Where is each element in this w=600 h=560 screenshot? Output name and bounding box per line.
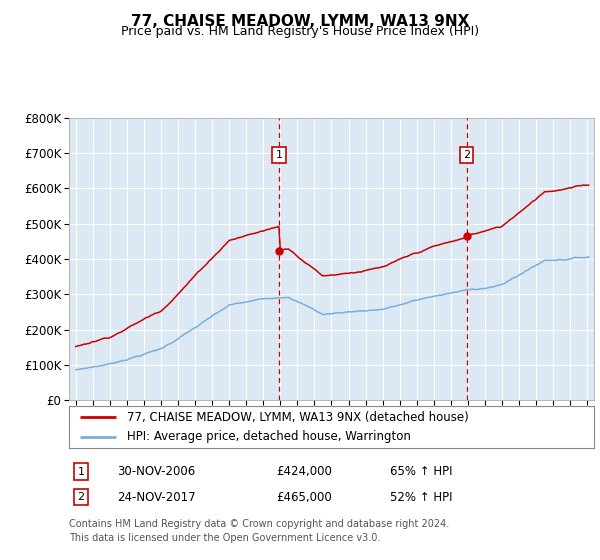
Text: Price paid vs. HM Land Registry's House Price Index (HPI): Price paid vs. HM Land Registry's House … bbox=[121, 25, 479, 38]
Text: 52% ↑ HPI: 52% ↑ HPI bbox=[390, 491, 452, 504]
Text: 2: 2 bbox=[77, 492, 85, 502]
Text: 65% ↑ HPI: 65% ↑ HPI bbox=[390, 465, 452, 478]
Text: 30-NOV-2006: 30-NOV-2006 bbox=[117, 465, 195, 478]
Text: 1: 1 bbox=[275, 150, 283, 160]
Text: HPI: Average price, detached house, Warrington: HPI: Average price, detached house, Warr… bbox=[127, 430, 410, 443]
Text: This data is licensed under the Open Government Licence v3.0.: This data is licensed under the Open Gov… bbox=[69, 533, 380, 543]
Text: £424,000: £424,000 bbox=[276, 465, 332, 478]
Text: 77, CHAISE MEADOW, LYMM, WA13 9NX (detached house): 77, CHAISE MEADOW, LYMM, WA13 9NX (detac… bbox=[127, 411, 469, 424]
Text: 77, CHAISE MEADOW, LYMM, WA13 9NX: 77, CHAISE MEADOW, LYMM, WA13 9NX bbox=[131, 14, 469, 29]
Text: Contains HM Land Registry data © Crown copyright and database right 2024.: Contains HM Land Registry data © Crown c… bbox=[69, 519, 449, 529]
Text: 24-NOV-2017: 24-NOV-2017 bbox=[117, 491, 196, 504]
Text: £465,000: £465,000 bbox=[276, 491, 332, 504]
Text: 2: 2 bbox=[463, 150, 470, 160]
Text: 1: 1 bbox=[77, 466, 85, 477]
